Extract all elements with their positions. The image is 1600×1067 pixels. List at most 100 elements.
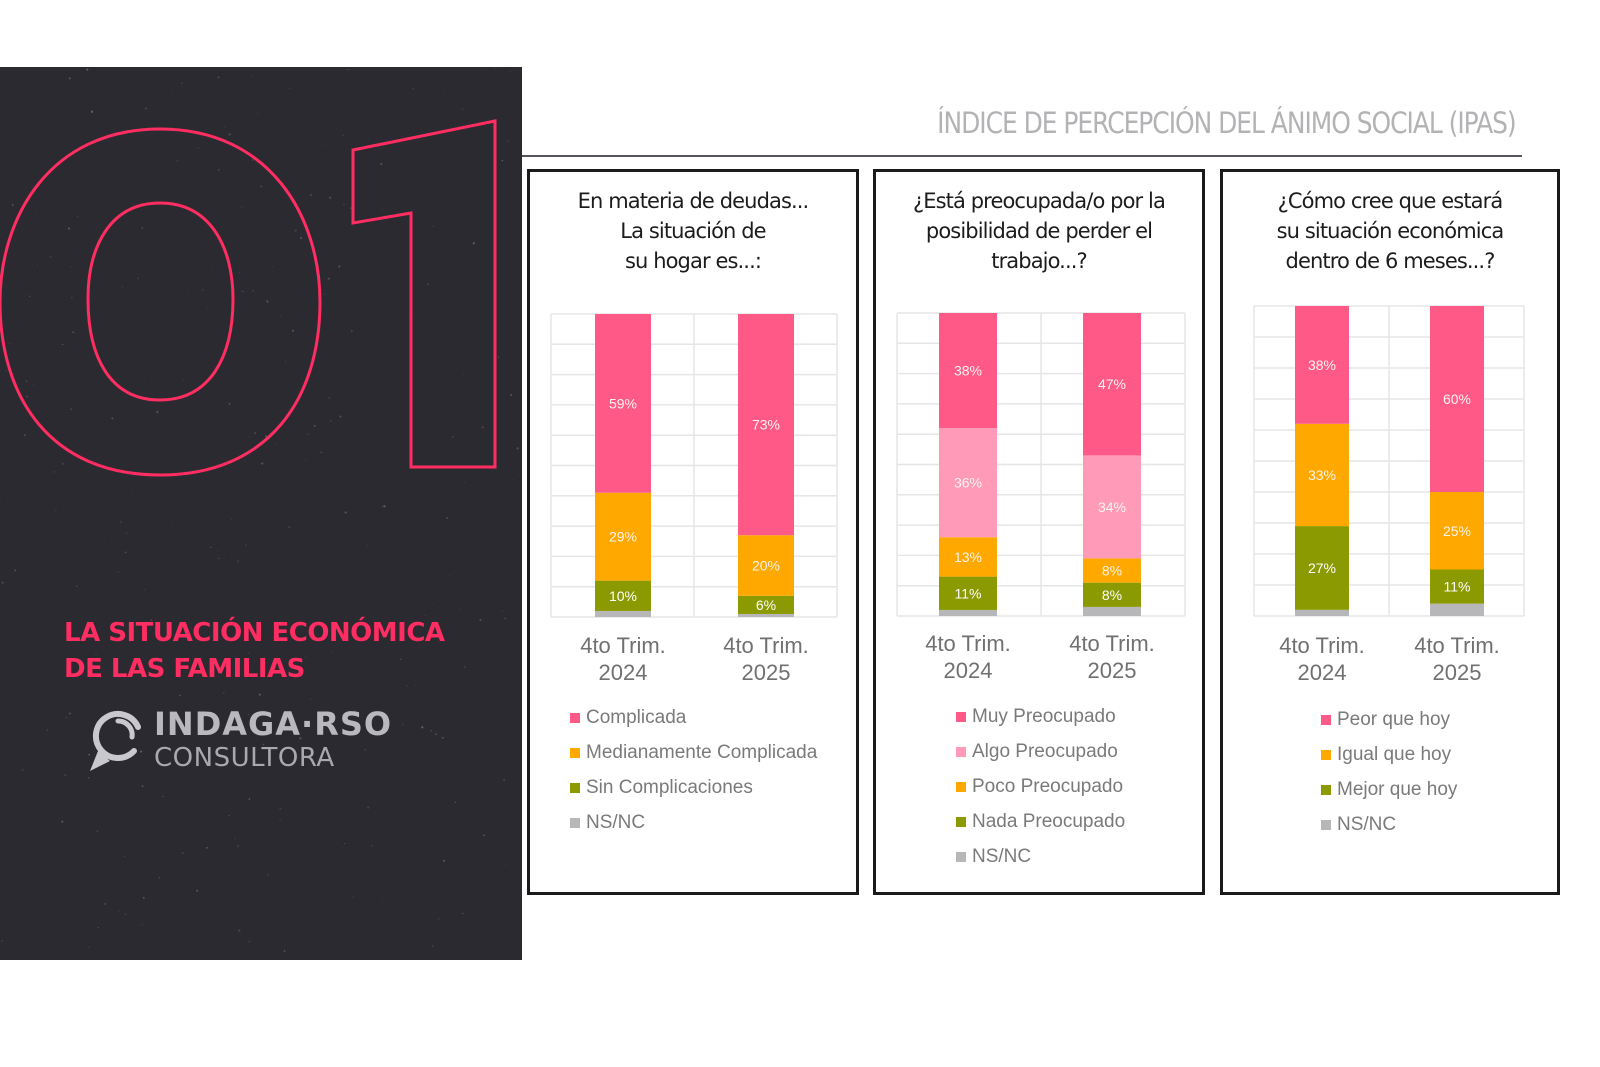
speck — [61, 236, 63, 238]
speck — [305, 460, 307, 462]
speck — [381, 505, 383, 507]
speck — [262, 743, 265, 746]
speck — [474, 739, 476, 741]
speck — [271, 266, 273, 267]
speck — [125, 532, 128, 534]
bar-segment — [595, 492, 651, 581]
x-tick-label-line: 2024 — [1297, 660, 1347, 685]
x-tick-label: 4to Trim. 2025 — [706, 632, 826, 686]
legend-label: Poco Preocupado — [972, 775, 1124, 797]
speck — [241, 290, 244, 293]
speck — [463, 374, 465, 376]
data-label: 47% — [1098, 376, 1126, 392]
bar-segment — [1430, 492, 1484, 570]
speck — [206, 846, 208, 849]
speck — [288, 526, 291, 529]
bar-segment — [1083, 582, 1141, 607]
data-label: 11% — [955, 585, 982, 601]
data-label: 13% — [954, 549, 982, 565]
speck — [138, 920, 140, 922]
speck — [0, 501, 1, 503]
speck — [69, 712, 71, 715]
legend-swatch — [1321, 714, 1331, 725]
speck — [275, 443, 277, 444]
speck — [481, 426, 484, 429]
speck — [162, 795, 164, 798]
speck — [76, 215, 79, 218]
speck — [129, 497, 130, 499]
speck — [42, 195, 44, 196]
speck — [72, 331, 75, 334]
speck — [14, 569, 17, 572]
speck — [380, 162, 383, 165]
speck — [75, 585, 78, 587]
data-label: 60% — [1443, 391, 1471, 407]
stacked-bar-chart: 27% 33% 38% 11% 25% 60% — [1253, 305, 1525, 617]
speck — [206, 308, 209, 310]
data-label: 38% — [1308, 357, 1336, 373]
data-label: 73% — [752, 417, 780, 433]
chart-title-line: En materia de deudas... — [577, 189, 810, 213]
speck — [39, 853, 41, 855]
speck — [279, 315, 281, 317]
speck — [1, 581, 4, 584]
speck — [117, 571, 120, 573]
speck — [435, 733, 437, 736]
legend-item: NS/NC — [1321, 807, 1457, 842]
speck — [309, 194, 312, 196]
data-label: 20% — [752, 557, 780, 573]
speck — [248, 940, 251, 943]
legend-label: Medianamente Complicada — [586, 741, 818, 763]
speck — [497, 356, 500, 358]
speck — [231, 518, 232, 520]
speck — [95, 653, 97, 655]
speck — [80, 600, 82, 602]
speck — [111, 417, 114, 420]
speck — [158, 876, 161, 879]
legend-swatch — [570, 747, 580, 758]
speck — [367, 806, 370, 809]
legend-label: Nada Preocupado — [972, 810, 1126, 832]
logo-wordmark: INDAGA·RSO — [154, 705, 393, 743]
speck — [187, 290, 189, 292]
speck — [25, 380, 28, 382]
legend-label: Complicada — [586, 706, 687, 728]
speck — [141, 227, 144, 230]
speck — [217, 550, 219, 552]
speck — [87, 776, 90, 779]
chart-panel-outlook: ¿Cómo cree que estará su situación econó… — [1220, 169, 1560, 895]
x-tick-label-line: 4to Trim. — [723, 633, 809, 658]
speck — [459, 182, 461, 183]
legend-item: Algo Preocupado — [956, 734, 1125, 769]
speck — [141, 924, 143, 926]
bar-segment — [1430, 306, 1484, 492]
chart-title: En materia de deudas... La situación de … — [530, 186, 856, 276]
speck — [364, 749, 366, 751]
speck — [341, 73, 342, 75]
speck — [412, 188, 414, 190]
speck — [36, 210, 38, 212]
x-tick-label: 4to Trim. 2025 — [1052, 630, 1172, 684]
speck — [179, 694, 181, 697]
speck — [266, 873, 270, 877]
data-label: 10% — [609, 588, 637, 604]
speck — [342, 134, 344, 137]
speck — [378, 352, 379, 354]
speck — [437, 918, 440, 920]
bar-segment — [738, 535, 794, 596]
legend-label: Muy Preocupado — [972, 705, 1116, 727]
speck — [516, 447, 519, 450]
bar-segment — [738, 613, 794, 617]
speck — [509, 944, 511, 946]
speck — [70, 266, 72, 268]
speck — [249, 436, 250, 438]
speck — [350, 330, 353, 333]
speck — [217, 76, 220, 79]
logo-subtitle: CONSULTORA — [154, 743, 335, 773]
speck — [441, 736, 444, 739]
speck — [143, 589, 145, 591]
speck — [23, 434, 26, 437]
speck — [300, 236, 303, 239]
x-tick-label: 4to Trim. 2024 — [563, 632, 683, 686]
chart-title-line: su hogar es...: — [624, 249, 762, 273]
